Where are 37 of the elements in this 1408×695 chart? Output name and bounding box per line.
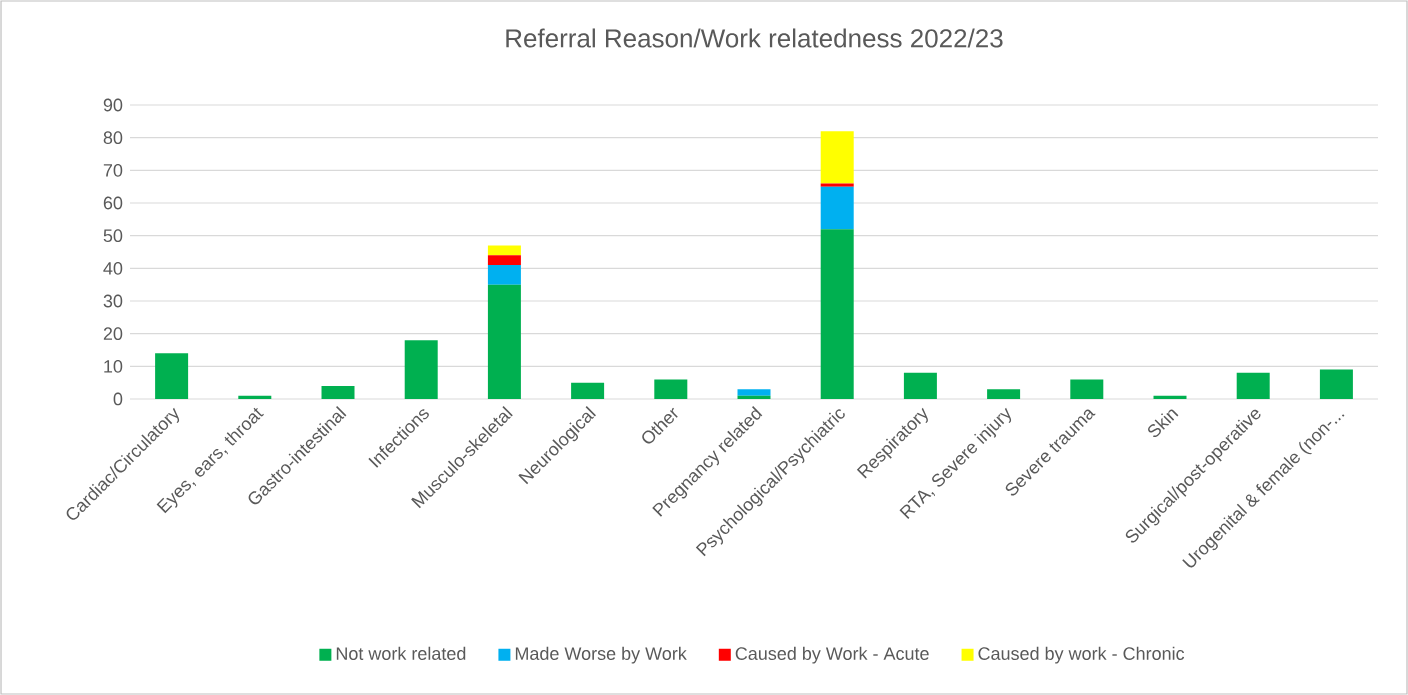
bar	[1153, 395, 1187, 399]
bar	[238, 395, 272, 399]
bar	[903, 372, 937, 399]
bar	[321, 385, 355, 399]
bar	[1319, 369, 1353, 399]
y-tick-label: 50	[103, 229, 123, 243]
y-tick-label: 40	[103, 261, 123, 275]
y-tick-label: 10	[104, 359, 123, 373]
bar	[737, 395, 771, 399]
bar	[487, 255, 521, 266]
bar	[737, 389, 771, 396]
bar	[487, 265, 521, 285]
bar	[820, 183, 854, 187]
bar	[820, 131, 854, 184]
y-tick-label: 30	[103, 294, 123, 308]
legend-label: Made Worse by Work	[515, 646, 687, 664]
bar	[487, 284, 521, 399]
bar	[820, 229, 854, 399]
legend-label: Not work related	[336, 646, 466, 660]
bar	[654, 379, 688, 399]
legend-label: Caused by Work - Acute	[735, 646, 929, 664]
y-tick-label: 0	[113, 392, 123, 406]
bar	[155, 353, 189, 399]
bar	[820, 186, 854, 230]
bar	[487, 245, 521, 256]
legend-label: Caused by work - Chronic	[978, 646, 1185, 664]
bar	[571, 382, 605, 399]
bar	[404, 340, 438, 399]
y-tick-label: 60	[103, 196, 123, 210]
y-tick-label: 20	[103, 327, 123, 341]
chart-title: Referral Reason/Work relatedness 2022/23	[506, 28, 1003, 48]
bar	[1236, 372, 1270, 399]
bar	[987, 389, 1021, 399]
y-tick-label: 80	[103, 131, 123, 145]
bar	[1070, 379, 1104, 399]
y-tick-label: 90	[103, 98, 123, 112]
y-tick-label: 70	[103, 163, 123, 177]
